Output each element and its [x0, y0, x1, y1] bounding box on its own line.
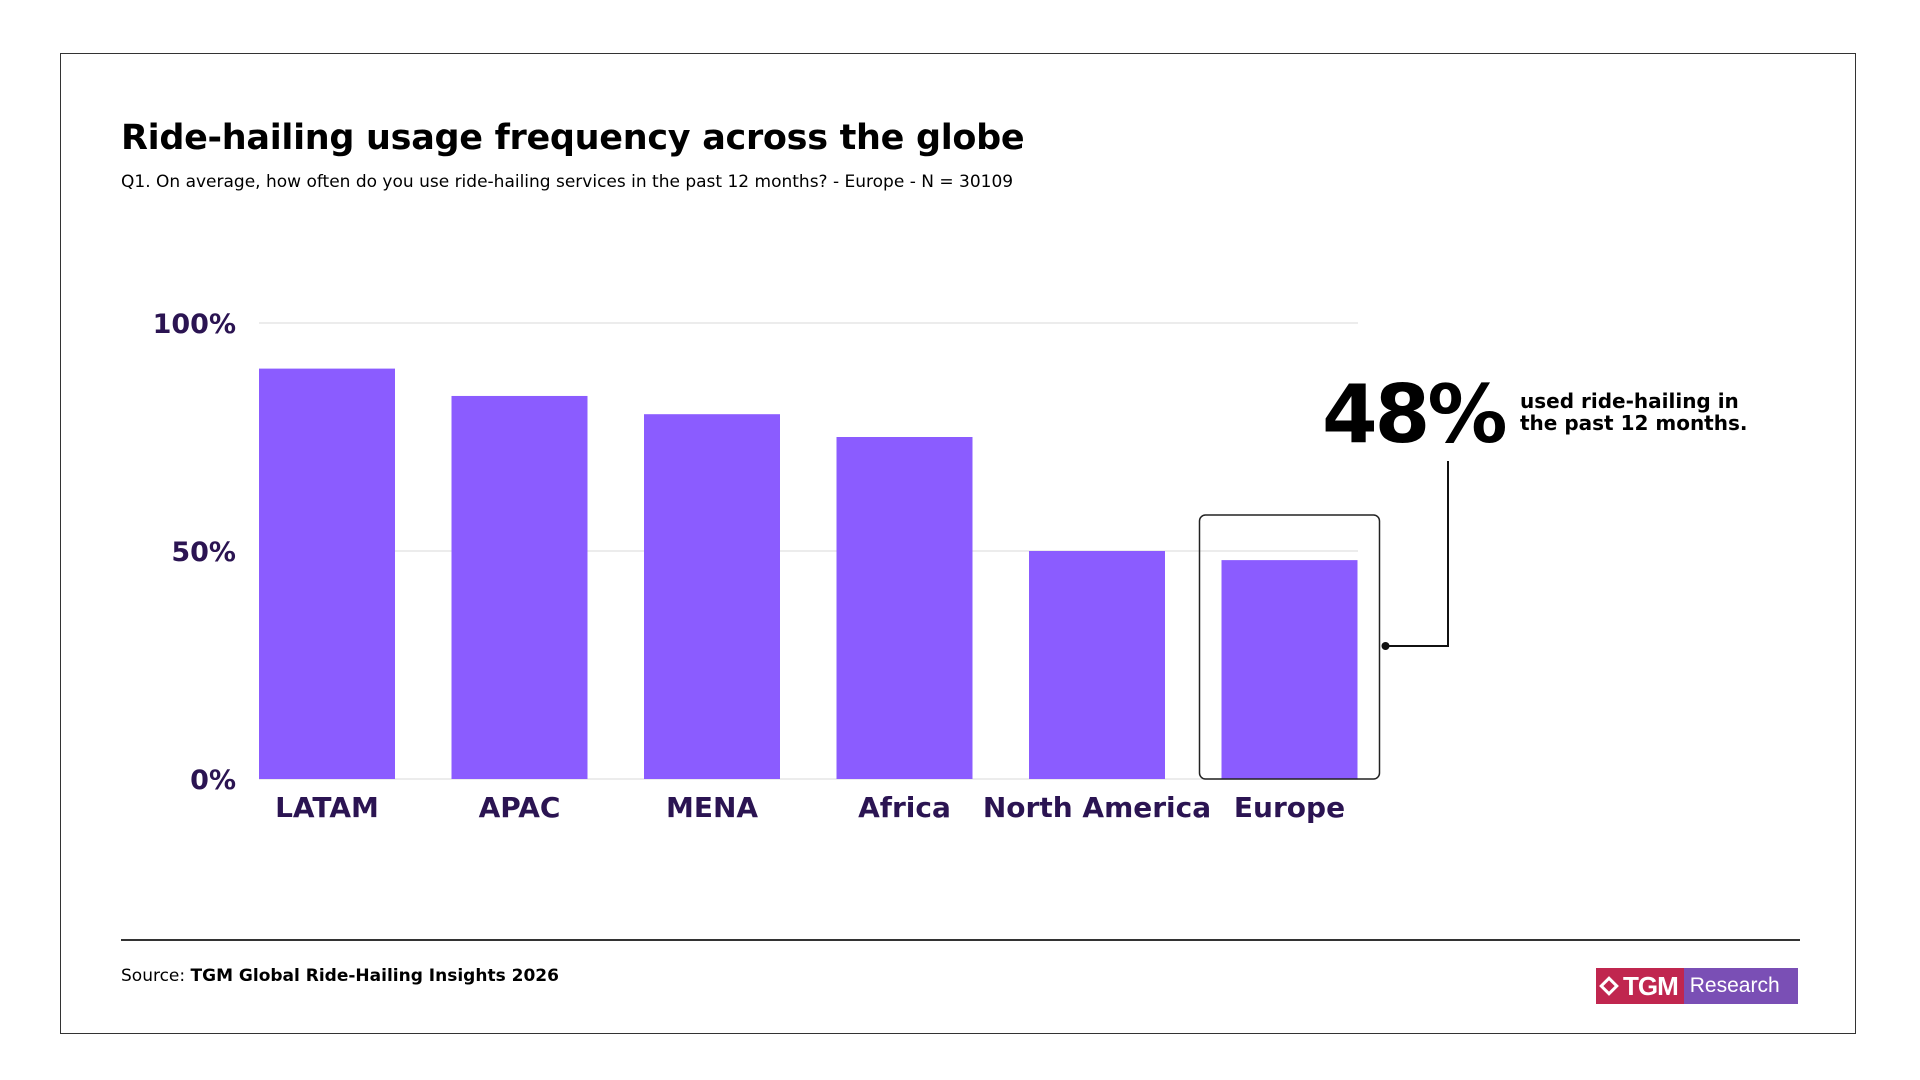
logo-right-text: Research — [1689, 974, 1780, 997]
diamond-icon — [1599, 976, 1619, 996]
x-tick-label: Africa — [858, 791, 951, 824]
slide-frame — [60, 53, 1856, 1034]
logo-left-block: TGM — [1596, 968, 1684, 1004]
source-line: Source: TGM Global Ride-Hailing Insights… — [121, 966, 559, 986]
highlight-box — [1198, 514, 1381, 780]
footer-divider — [121, 939, 1800, 941]
bar — [644, 414, 780, 779]
logo-left-text: TGM — [1623, 970, 1679, 1001]
x-tick-label: North America — [983, 791, 1211, 824]
source-label: Source: — [121, 966, 186, 986]
bar — [836, 437, 973, 779]
bar — [1221, 560, 1358, 779]
y-tick-label: 0% — [190, 765, 236, 796]
x-tick-label: MENA — [666, 791, 758, 824]
bar — [451, 395, 588, 779]
chart-subtitle: Q1. On average, how often do you use rid… — [121, 172, 1014, 192]
y-tick-label: 50% — [171, 537, 236, 568]
chart-title: Ride-hailing usage frequency across the … — [121, 118, 1025, 158]
tgm-research-logo: TGM Research — [1596, 968, 1798, 1004]
y-tick-label: 100% — [153, 309, 236, 340]
source-value: TGM Global Ride-Hailing Insights 2026 — [190, 966, 559, 986]
bar — [259, 368, 395, 779]
bar — [1029, 551, 1165, 779]
callout-text: used ride-hailing in the past 12 months. — [1520, 389, 1748, 435]
logo-right-block: Research — [1683, 968, 1798, 1004]
x-tick-label: APAC — [479, 791, 561, 824]
x-tick-label: LATAM — [275, 791, 379, 824]
callout-value: 48% — [1322, 368, 1507, 461]
connector-line — [1385, 461, 1449, 647]
x-tick-label: Europe — [1234, 791, 1345, 824]
